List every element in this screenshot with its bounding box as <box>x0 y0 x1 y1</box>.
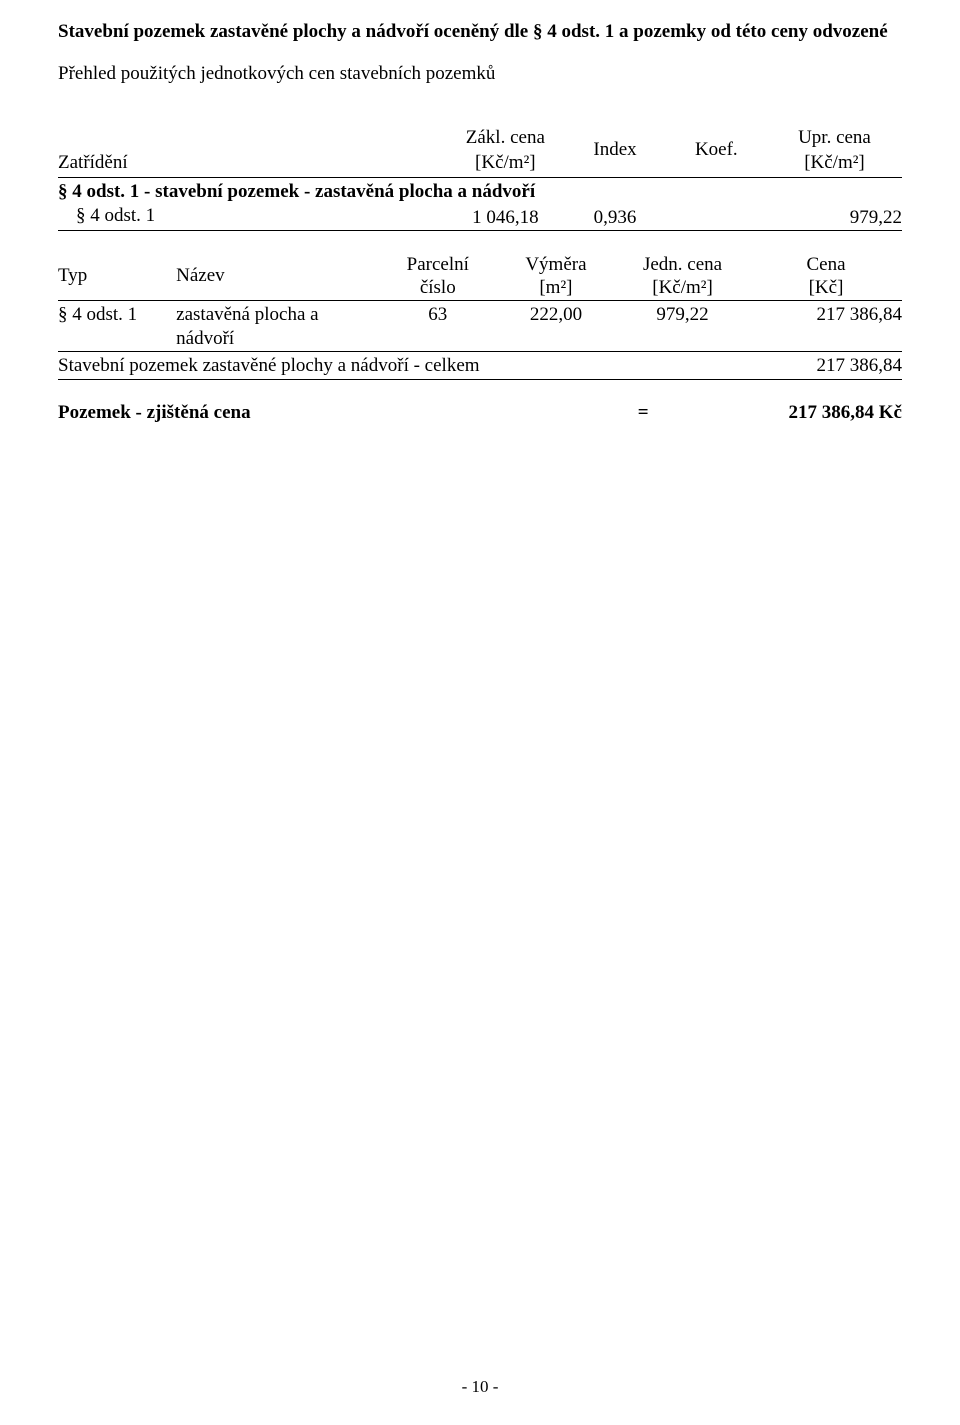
page-subtitle: Přehled použitých jednotkových cen stave… <box>58 62 902 86</box>
col-nazev: Název <box>176 253 379 301</box>
cell-nazev-1: zastavěná plocha a <box>176 301 379 327</box>
col-index: Index <box>564 126 665 178</box>
table-row: § 4 odst. 1 1 046,18 0,936 979,22 <box>58 204 902 230</box>
cell-jc: 979,22 <box>615 301 750 327</box>
col-zatrideni: Zatřídění <box>58 126 446 178</box>
cell-typ: § 4 odst. 1 <box>58 301 176 327</box>
final-eq: = <box>638 402 789 424</box>
cell-zakl: 1 046,18 <box>446 204 564 230</box>
table-header-row: Typ Název Parcelní Výměra Jedn. cena Cen… <box>58 253 902 277</box>
final-value: 217 386,84 Kč <box>789 402 902 424</box>
cell-upr: 979,22 <box>767 204 902 230</box>
cell-cena: 217 386,84 <box>750 301 902 327</box>
col-jedn-cena-bot: [Kč/m²] <box>615 276 750 300</box>
col-zakl-cena-bot: [Kč/m²] <box>446 151 564 177</box>
total-value: 217 386,84 <box>750 351 902 380</box>
col-vymera-bot: [m²] <box>497 276 615 300</box>
cell-nazev-2: nádvoří <box>176 327 379 351</box>
col-parcelni-top: Parcelní <box>379 253 497 277</box>
table-row: nádvoří <box>58 327 902 351</box>
col-jedn-cena-top: Jedn. cena <box>615 253 750 277</box>
table-row: § 4 odst. 1 zastavěná plocha a 63 222,00… <box>58 301 902 327</box>
col-cena-bot: [Kč] <box>750 276 902 300</box>
col-koef: Koef. <box>666 126 767 178</box>
cell-label: § 4 odst. 1 <box>58 204 446 230</box>
col-typ: Typ <box>58 253 176 301</box>
col-zakl-cena-top: Zákl. cena <box>446 126 564 152</box>
table-header-row: Zatřídění Zákl. cena Index Koef. Upr. ce… <box>58 126 902 152</box>
final-label: Pozemek - zjištěná cena <box>58 402 638 424</box>
page-title: Stavební pozemek zastavěné plochy a nádv… <box>58 20 902 44</box>
table-total-row: Stavební pozemek zastavěné plochy a nádv… <box>58 351 902 380</box>
page: Stavební pozemek zastavěné plochy a nádv… <box>0 0 960 1425</box>
col-vymera-top: Výměra <box>497 253 615 277</box>
total-label: Stavební pozemek zastavěné plochy a nádv… <box>58 351 615 380</box>
cell-koef <box>666 204 767 230</box>
cell-pc: 63 <box>379 301 497 327</box>
col-parcelni-bot: číslo <box>379 276 497 300</box>
col-upr-cena-top: Upr. cena <box>767 126 902 152</box>
page-number: - 10 - <box>0 1377 960 1397</box>
rates-table: Zatřídění Zákl. cena Index Koef. Upr. ce… <box>58 126 902 231</box>
group-label: § 4 odst. 1 - stavební pozemek - zastavě… <box>58 178 902 204</box>
items-table: Typ Název Parcelní Výměra Jedn. cena Cen… <box>58 253 902 381</box>
cell-vym: 222,00 <box>497 301 615 327</box>
final-price-row: Pozemek - zjištěná cena = 217 386,84 Kč <box>58 402 902 424</box>
col-cena-top: Cena <box>750 253 902 277</box>
table-group-row: § 4 odst. 1 - stavební pozemek - zastavě… <box>58 178 902 204</box>
cell-index: 0,936 <box>564 204 665 230</box>
col-upr-cena-bot: [Kč/m²] <box>767 151 902 177</box>
